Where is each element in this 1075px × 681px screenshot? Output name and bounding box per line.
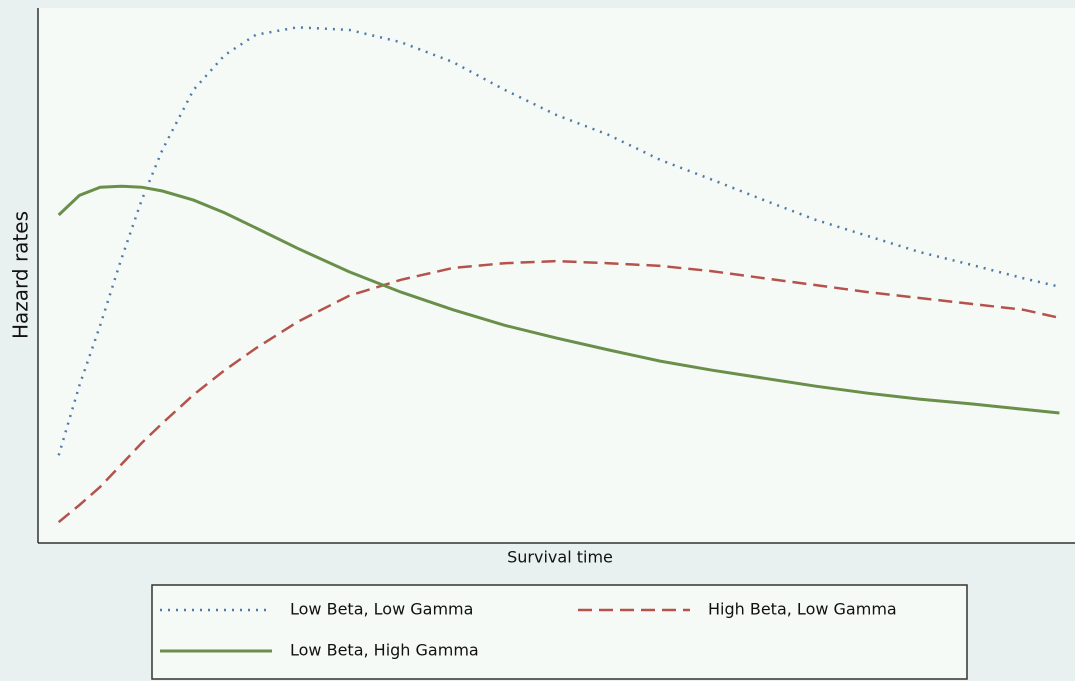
x-axis-label: Survival time	[507, 548, 613, 567]
legend	[151, 584, 968, 680]
plot-area	[38, 8, 1075, 543]
series-line	[57, 184, 1060, 415]
legend-label: Low Beta, High Gamma	[290, 641, 479, 660]
y-axis-label: Hazard rates	[9, 211, 33, 339]
legend-label: High Beta, Low Gamma	[708, 600, 897, 619]
legend-label: Low Beta, Low Gamma	[290, 600, 473, 619]
series-line	[57, 259, 1060, 524]
